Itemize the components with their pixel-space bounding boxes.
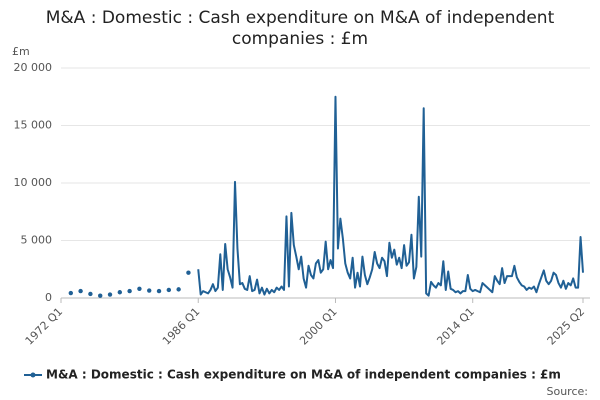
legend-swatch: [30, 372, 36, 378]
legend-label: M&A : Domestic : Cash expenditure on M&A…: [46, 368, 561, 382]
point: [127, 288, 132, 294]
point: [147, 288, 152, 293]
point: [68, 290, 74, 296]
y-axis-label: £m: [12, 45, 30, 58]
source: Source:: [547, 385, 589, 398]
y-tick-label: 0: [45, 291, 52, 304]
point: [166, 287, 172, 293]
point: [176, 287, 181, 292]
point: [117, 290, 123, 295]
x-tick-label: 2000 Q1: [297, 305, 340, 348]
x-tick-label: 1986 Q1: [160, 305, 203, 348]
point: [107, 292, 113, 297]
x-tick-label: 1972 Q1: [23, 305, 66, 348]
point: [186, 270, 191, 275]
y-tick-label: 15 000: [14, 119, 53, 132]
point: [78, 288, 83, 294]
chart-title: companies : £m: [232, 29, 368, 49]
y-tick-label: 5 000: [21, 234, 53, 247]
point: [98, 293, 103, 298]
x-tick-label: 2014 Q1: [434, 305, 477, 348]
point: [137, 286, 142, 291]
y-tick-label: 20 000: [14, 61, 53, 74]
y-tick-label: 10 000: [14, 176, 53, 189]
point: [88, 291, 93, 297]
chart-title: M&A : Domestic : Cash expenditure on M&A…: [46, 8, 555, 28]
line: [197, 95, 584, 297]
x-tick-label: 2025 Q2: [545, 305, 588, 348]
point: [156, 288, 162, 294]
